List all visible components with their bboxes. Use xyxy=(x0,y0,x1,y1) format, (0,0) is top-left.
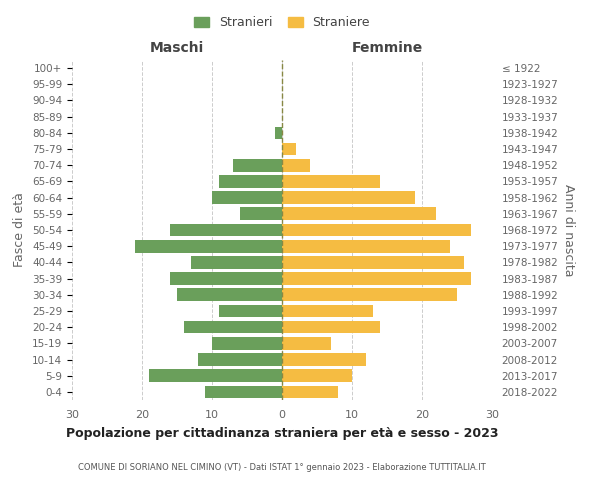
Bar xyxy=(282,224,471,236)
Bar xyxy=(240,208,282,220)
Bar xyxy=(282,304,373,318)
Bar xyxy=(184,321,282,334)
Bar xyxy=(282,386,338,398)
Bar xyxy=(282,142,296,156)
Bar xyxy=(177,288,282,301)
Bar xyxy=(282,256,464,268)
Text: COMUNE DI SORIANO NEL CIMINO (VT) - Dati ISTAT 1° gennaio 2023 - Elaborazione TU: COMUNE DI SORIANO NEL CIMINO (VT) - Dati… xyxy=(78,462,486,471)
Legend: Stranieri, Straniere: Stranieri, Straniere xyxy=(189,11,375,34)
Text: Femmine: Femmine xyxy=(352,41,422,55)
Bar xyxy=(233,159,282,172)
Text: Popolazione per cittadinanza straniera per età e sesso - 2023: Popolazione per cittadinanza straniera p… xyxy=(66,428,498,440)
Bar xyxy=(282,240,450,252)
Bar xyxy=(135,240,282,252)
Bar xyxy=(275,126,282,139)
Bar xyxy=(212,337,282,349)
Bar xyxy=(219,175,282,188)
Bar xyxy=(170,272,282,285)
Bar xyxy=(282,159,310,172)
Bar xyxy=(282,192,415,204)
Bar xyxy=(191,256,282,268)
Text: Maschi: Maschi xyxy=(150,41,204,55)
Bar xyxy=(282,370,352,382)
Y-axis label: Fasce di età: Fasce di età xyxy=(13,192,26,268)
Bar xyxy=(282,337,331,349)
Bar xyxy=(212,192,282,204)
Bar xyxy=(170,224,282,236)
Y-axis label: Anni di nascita: Anni di nascita xyxy=(562,184,575,276)
Bar xyxy=(282,321,380,334)
Bar xyxy=(282,175,380,188)
Bar xyxy=(282,353,366,366)
Bar xyxy=(198,353,282,366)
Bar xyxy=(205,386,282,398)
Bar xyxy=(282,272,471,285)
Bar xyxy=(219,304,282,318)
Bar xyxy=(282,208,436,220)
Bar xyxy=(149,370,282,382)
Bar xyxy=(282,288,457,301)
